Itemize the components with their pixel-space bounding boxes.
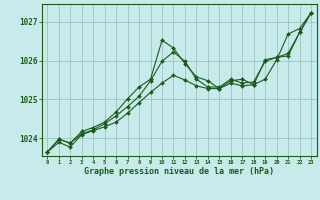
X-axis label: Graphe pression niveau de la mer (hPa): Graphe pression niveau de la mer (hPa) <box>84 167 274 176</box>
